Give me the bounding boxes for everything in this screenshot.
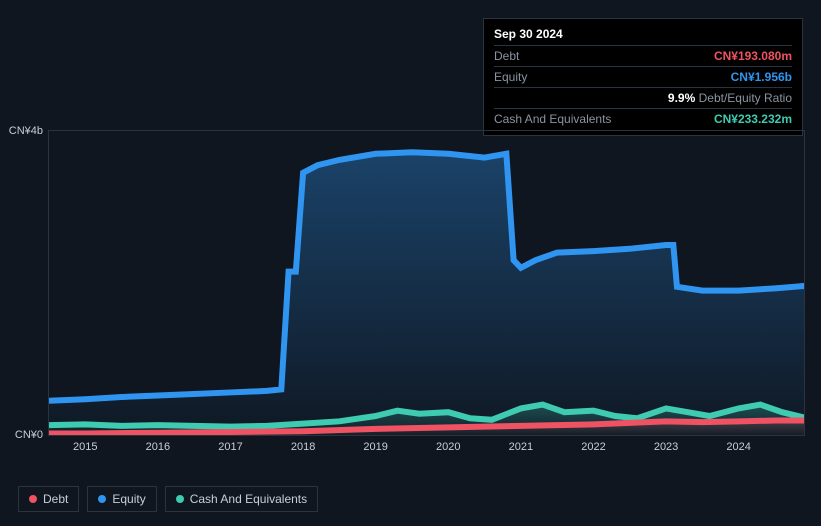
x-tick-label: 2018 (291, 441, 315, 453)
x-tick-label: 2022 (581, 441, 605, 453)
x-tick-label: 2021 (509, 441, 533, 453)
legend-item-debt[interactable]: Debt (18, 486, 79, 512)
legend-label: Debt (43, 492, 68, 506)
x-tick-label: 2015 (73, 441, 97, 453)
tooltip-row-value: 9.9% Debt/Equity Ratio (668, 91, 792, 105)
y-tick-label: CN¥4b (9, 125, 43, 137)
tooltip-row: Equity CN¥1.956b (494, 67, 792, 88)
legend-container: Debt Equity Cash And Equivalents (18, 486, 318, 512)
tooltip-row: Debt CN¥193.080m (494, 46, 792, 67)
legend-label: Cash And Equivalents (190, 492, 307, 506)
tooltip-row-label: Equity (494, 70, 527, 84)
tooltip-row-value: CN¥193.080m (714, 49, 792, 63)
x-tick-label: 2023 (654, 441, 678, 453)
y-tick-label: CN¥0 (15, 429, 43, 441)
x-tick-label: 2017 (218, 441, 242, 453)
legend-item-cash[interactable]: Cash And Equivalents (165, 486, 318, 512)
tooltip-rows: Debt CN¥193.080m Equity CN¥1.956b 9.9% Debt/… (494, 46, 792, 129)
chart-area: CN¥0CN¥4b2015201620172018201920202021202… (16, 120, 805, 466)
tooltip-panel: Sep 30 2024 Debt CN¥193.080m Equity CN¥1.95… (483, 18, 803, 136)
x-tick-label: 2016 (146, 441, 170, 453)
tooltip-row-label: Debt (494, 49, 519, 63)
legend-label: Equity (112, 492, 145, 506)
tooltip-date: Sep 30 2024 (494, 25, 792, 46)
legend-item-equity[interactable]: Equity (87, 486, 156, 512)
x-tick-label: 2024 (726, 441, 750, 453)
tooltip-row: 9.9% Debt/Equity Ratio (494, 88, 792, 109)
x-tick-label: 2019 (363, 441, 387, 453)
plot-region[interactable]: CN¥0CN¥4b2015201620172018201920202021202… (48, 130, 805, 436)
tooltip-row-value: CN¥1.956b (731, 70, 792, 84)
legend-swatch-icon (98, 495, 106, 503)
legend-swatch-icon (29, 495, 37, 503)
x-tick-label: 2020 (436, 441, 460, 453)
legend-swatch-icon (176, 495, 184, 503)
chart-svg (49, 131, 804, 435)
